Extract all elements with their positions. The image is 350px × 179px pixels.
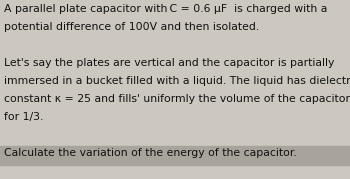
Text: Let's say the plates are vertical and the capacitor is partially: Let's say the plates are vertical and th…	[4, 58, 334, 68]
Text: potential difference of 100V and then isolated.: potential difference of 100V and then is…	[4, 22, 259, 32]
Text: Calculate the variation of the energy of the capacitor.: Calculate the variation of the energy of…	[4, 148, 297, 158]
Text: for 1/3.: for 1/3.	[4, 112, 43, 122]
Text: constant κ = 25 and fills' uniformly the volume of the capacitor: constant κ = 25 and fills' uniformly the…	[4, 94, 350, 104]
Text: immersed in a bucket filled with a liquid. The liquid has dielectric: immersed in a bucket filled with a liqui…	[4, 76, 350, 86]
Bar	[0, 146, 350, 165]
Text: A parallel plate capacitor with C = 0.6 μF  is charged with a: A parallel plate capacitor with C = 0.6 …	[4, 4, 327, 14]
